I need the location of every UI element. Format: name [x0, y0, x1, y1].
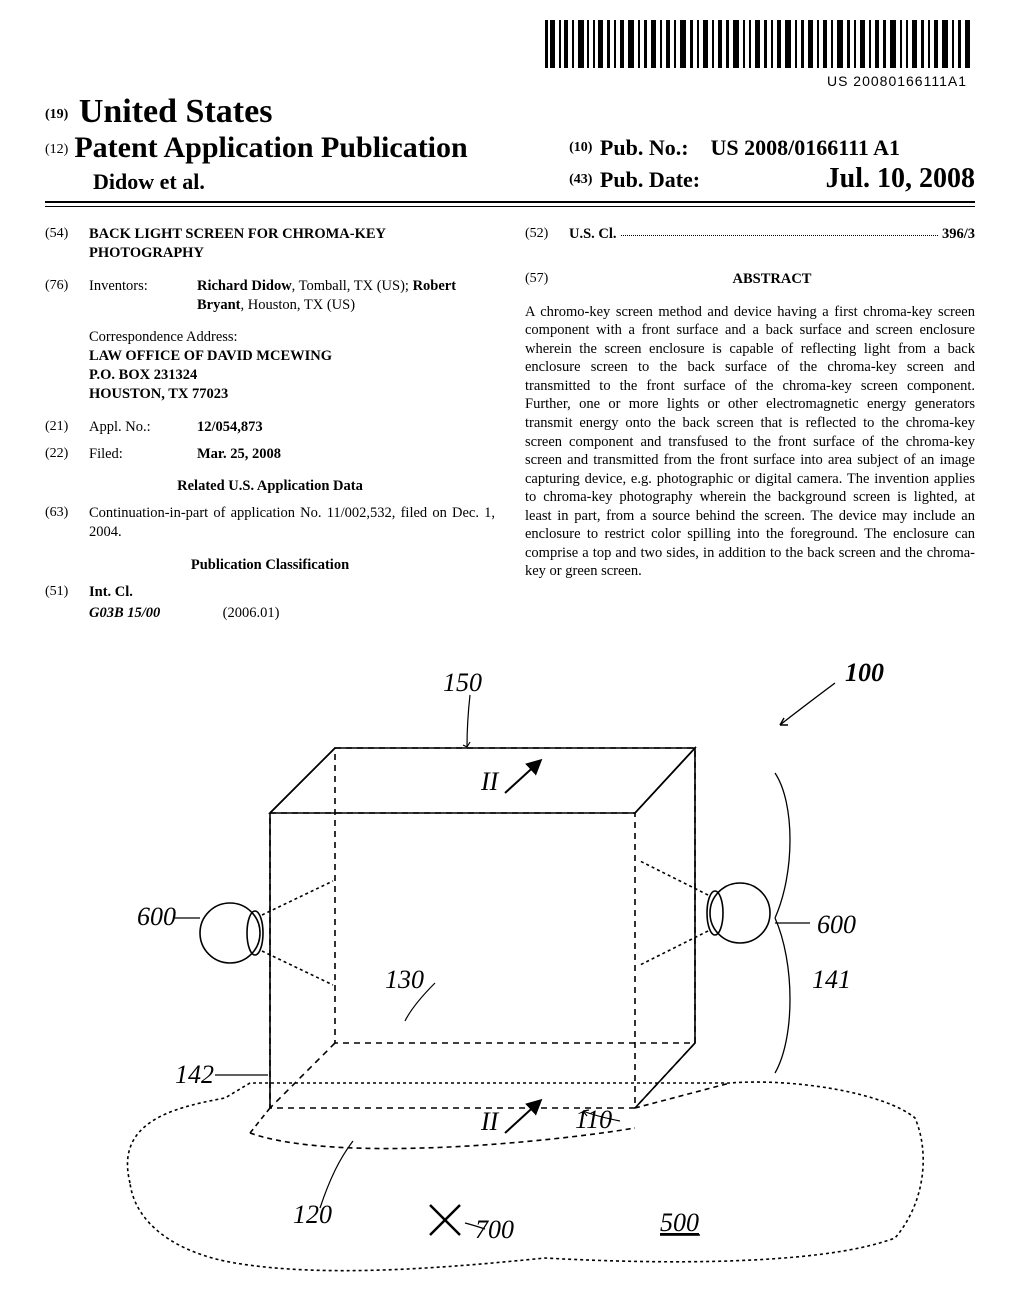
patent-figure-svg: 100 150 II 600 130 600 141 142 II 110 12… — [75, 643, 945, 1283]
related-heading: Related U.S. Application Data — [45, 477, 495, 496]
correspondence-line2: P.O. BOX 231324 — [89, 366, 495, 385]
biblio-columns: (54) BACK LIGHT SCREEN FOR CHROMA-KEY PH… — [45, 225, 975, 623]
inventors-value: Richard Didow, Tomball, TX (US); Robert … — [197, 277, 495, 315]
appl-label: Appl. No.: — [89, 418, 197, 437]
title-code: (54) — [45, 225, 89, 263]
pubdate-value: Jul. 10, 2008 — [826, 163, 975, 194]
fig-label-sec2-bot: II — [480, 1107, 500, 1136]
filed-code: (22) — [45, 445, 89, 464]
related-text: Continuation-in-part of application No. … — [89, 504, 495, 542]
intcl-label: Int. Cl. — [89, 583, 133, 602]
correspondence-label: Correspondence Address: — [89, 328, 495, 347]
inventors-label: Inventors: — [89, 277, 197, 315]
inventor-short: Didow et al. — [45, 169, 468, 195]
uscl-dots — [621, 225, 938, 236]
correspondence-block: Correspondence Address: LAW OFFICE OF DA… — [89, 328, 495, 403]
header-block: (19) United States (12) Patent Applicati… — [45, 93, 975, 203]
fig-label-150: 150 — [443, 668, 482, 697]
fig-label-130: 130 — [385, 965, 424, 994]
fig-label-142: 142 — [175, 1060, 214, 1089]
inventors-code: (76) — [45, 277, 89, 315]
uscl-value: 396/3 — [942, 225, 975, 244]
pubno-prefix: (10) — [569, 140, 592, 155]
fig-label-100: 100 — [845, 658, 884, 687]
pubno-value: US 2008/0166111 A1 — [711, 135, 900, 160]
country-name: United States — [79, 93, 273, 130]
pubdate-label: Pub. Date: — [600, 167, 700, 192]
barcode-graphic — [545, 20, 975, 68]
pubtype-prefix: (12) — [45, 142, 68, 157]
inventor-1-name: Richard Didow — [197, 278, 292, 294]
invention-title: BACK LIGHT SCREEN FOR CHROMA-KEY PHOTOGR… — [89, 225, 495, 263]
intcl-version: (2006.01) — [223, 605, 280, 621]
fig-label-600l: 600 — [137, 902, 176, 931]
related-code: (63) — [45, 504, 89, 542]
inventor-2-loc: , Houston, TX (US) — [241, 297, 356, 313]
filed-label: Filed: — [89, 445, 197, 464]
barcode-region: US 20080166111A1 — [45, 20, 975, 89]
fig-label-120: 120 — [293, 1200, 332, 1229]
left-column: (54) BACK LIGHT SCREEN FOR CHROMA-KEY PH… — [45, 225, 495, 623]
right-column: (52) U.S. Cl. 396/3 (57) ABSTRACT A chro… — [525, 225, 975, 623]
inventor-1-loc: , Tomball, TX (US); — [292, 278, 409, 294]
correspondence-line3: HOUSTON, TX 77023 — [89, 385, 495, 404]
abstract-text: A chromo-key screen method and device ha… — [525, 303, 975, 581]
pubdate-prefix: (43) — [569, 172, 592, 187]
fig-label-700: 700 — [475, 1215, 514, 1244]
pubtype-title: Patent Application Publication — [74, 131, 467, 164]
rule-divider — [45, 206, 975, 207]
figure-area: 100 150 II 600 130 600 141 142 II 110 12… — [45, 643, 975, 1283]
intcl-row: G03B 15/00 (2006.01) — [89, 604, 495, 623]
intcl-code: (51) — [45, 583, 89, 602]
fig-label-110: 110 — [575, 1105, 612, 1134]
abstract-label: ABSTRACT — [569, 270, 975, 289]
pubclass-heading: Publication Classification — [45, 556, 495, 575]
correspondence-line1: LAW OFFICE OF DAVID MCEWING — [89, 347, 495, 366]
filed-date: Mar. 25, 2008 — [197, 445, 495, 464]
pubno-label: Pub. No.: — [600, 135, 689, 160]
intcl-symbol: G03B 15/00 — [89, 604, 219, 623]
fig-label-141: 141 — [812, 965, 851, 994]
abstract-code: (57) — [525, 270, 569, 295]
uscl-code: (52) — [525, 225, 569, 244]
fig-label-500: 500 — [660, 1208, 699, 1237]
fig-label-sec2-top: II — [480, 767, 500, 796]
uscl-label: U.S. Cl. — [569, 225, 617, 244]
appl-code: (21) — [45, 418, 89, 437]
barcode-text: US 20080166111A1 — [45, 73, 975, 89]
appl-no: 12/054,873 — [197, 418, 495, 437]
country-prefix: (19) — [45, 107, 68, 122]
fig-label-600r: 600 — [817, 910, 856, 939]
